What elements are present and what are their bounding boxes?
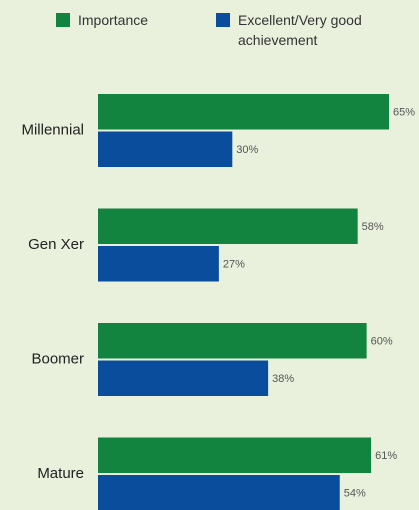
legend-swatch — [216, 13, 230, 27]
value-label: 27% — [223, 259, 245, 271]
legend: Importance Excellent/Very good achievemen… — [0, 0, 419, 60]
bar — [98, 131, 233, 167]
value-label: 60% — [371, 336, 393, 348]
bar — [98, 437, 372, 473]
category-label: Mature — [37, 465, 84, 482]
category-label: Boomer — [31, 350, 84, 367]
category-label: Millennial — [21, 121, 84, 138]
value-label: 58% — [362, 221, 384, 233]
value-label: 61% — [375, 450, 397, 462]
legend-label: Importance — [78, 12, 149, 28]
value-label: 65% — [393, 107, 415, 119]
bar — [98, 475, 340, 510]
value-label: 38% — [272, 373, 294, 385]
legend-item: Excellent/Very good achievement — [216, 10, 386, 50]
value-label: 54% — [344, 488, 366, 500]
value-label: 30% — [236, 144, 258, 156]
bar — [98, 246, 219, 282]
category-label: Gen Xer — [28, 236, 84, 253]
legend-label: Excellent/Very good achievement — [238, 12, 362, 48]
bar — [98, 94, 389, 130]
legend-item: Importance — [56, 10, 196, 30]
bar — [98, 208, 358, 244]
bar — [98, 360, 269, 396]
legend-swatch — [56, 13, 70, 27]
bar — [98, 323, 367, 359]
